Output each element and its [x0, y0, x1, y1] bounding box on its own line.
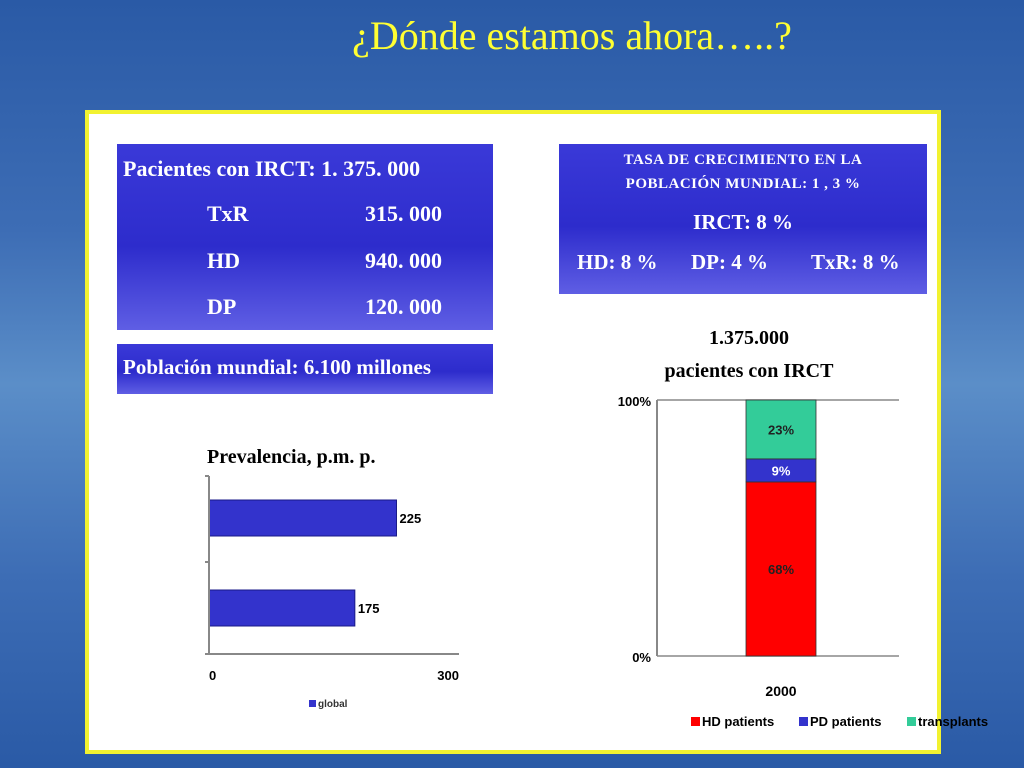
legend-swatch: [799, 717, 808, 726]
growth-hd: HD: 8 %: [577, 250, 658, 274]
chart-title: 1.375.000: [709, 327, 789, 349]
legend-swatch: [691, 717, 700, 726]
legend-label: PD patients: [810, 714, 882, 729]
stack-segment: [745, 399, 817, 460]
legend-label: transplants: [918, 714, 988, 729]
row-label-txr: TxR: [207, 201, 249, 226]
x-tick-label: 0: [209, 668, 216, 683]
bar: [208, 499, 397, 537]
growth-line2: POBLACIÓN MUNDIAL: 1 , 3 %: [625, 176, 861, 192]
bar-value-label: 175: [358, 601, 380, 616]
segment-label: 68%: [768, 562, 794, 577]
legend-swatch: [907, 717, 916, 726]
chart-title: Prevalencia, p.m. p.: [207, 446, 376, 468]
segment-label: 9%: [772, 463, 791, 478]
growth-box: TASA DE CRECIMIENTO EN LA POBLACIÓN MUND…: [559, 144, 927, 294]
population-box: Población mundial: 6.100 millones: [117, 344, 493, 394]
row-value-txr: 315. 000: [365, 201, 442, 226]
legend-label: HD patients: [702, 714, 774, 729]
row-value-hd: 940. 000: [365, 248, 442, 273]
bar-value-label: 225: [400, 511, 422, 526]
y-tick-label: 100%: [618, 394, 652, 409]
content-panel: Pacientes con IRCT: 1. 375. 000 TxR 315.…: [85, 110, 988, 754]
growth-dp: DP: 4 %: [691, 250, 768, 274]
row-label-dp: DP: [207, 294, 237, 319]
bar: [208, 589, 356, 627]
population-text: Población mundial: 6.100 millones: [123, 355, 432, 379]
category-label: 2000: [765, 683, 796, 699]
row-label-hd: HD: [207, 248, 240, 273]
slide-title: ¿Dónde estamos ahora…..?: [352, 13, 792, 58]
row-value-dp: 120. 000: [365, 294, 442, 319]
patients-box: Pacientes con IRCT: 1. 375. 000 TxR 315.…: [117, 144, 493, 330]
segment-label: 23%: [768, 422, 794, 437]
growth-irct: IRCT: 8 %: [693, 210, 793, 234]
growth-line1: TASA DE CRECIMIENTO EN LA: [623, 152, 863, 168]
x-tick-label: 300: [437, 668, 459, 683]
modality-stacked-chart: 1.375.000 pacientes con IRCT 100% 0% 68%…: [618, 327, 988, 729]
growth-txr: TxR: 8 %: [811, 250, 900, 274]
patients-heading: Pacientes con IRCT: 1. 375. 000: [123, 156, 421, 181]
legend-label: global: [318, 699, 348, 710]
prevalence-chart: Prevalencia, p.m. p. 225 175 0 300 global: [205, 446, 459, 710]
stack-segment: [745, 481, 817, 657]
y-tick-label: 0%: [632, 650, 651, 665]
chart-subtitle: pacientes con IRCT: [665, 360, 835, 382]
legend-swatch: [309, 700, 316, 707]
